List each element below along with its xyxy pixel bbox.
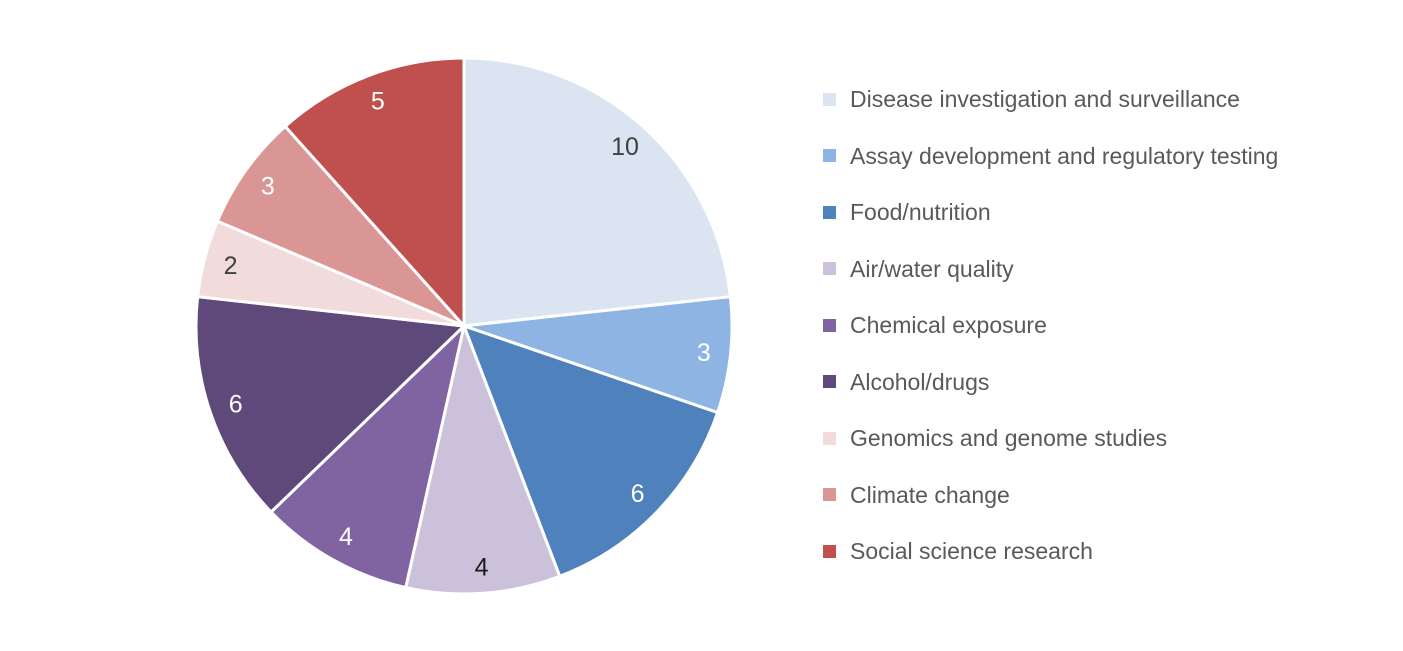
legend-item-genomics-and-genome-studies: Genomics and genome studies <box>823 424 1167 452</box>
pie-slice-chemical-exposure <box>269 324 466 590</box>
legend-item-chemical-exposure: Chemical exposure <box>823 311 1047 339</box>
legend-item-alcohol-drugs: Alcohol/drugs <box>823 368 989 396</box>
data-label-air-water-quality: 4 <box>475 553 489 581</box>
legend-item-air-water-quality: Air/water quality <box>823 255 1014 283</box>
legend-item-assay-development-and-regulatory-testing: Assay development and regulatory testing <box>823 142 1278 170</box>
legend-color-swatch <box>823 544 836 558</box>
legend-color-swatch <box>823 149 836 162</box>
legend-item-social-science-research: Social science research <box>823 537 1093 565</box>
data-label-genomics-and-genome-studies: 2 <box>224 252 238 280</box>
legend-color-swatch <box>823 262 836 275</box>
legend-label: Assay development and regulatory testing <box>850 142 1279 169</box>
legend-color-swatch <box>823 205 836 219</box>
pie-slice-air-water-quality <box>404 324 562 596</box>
legend-color-swatch <box>823 431 836 445</box>
legend-item-food-nutrition: Food/nutrition <box>823 198 991 226</box>
legend-item-climate-change: Climate change <box>823 481 1010 509</box>
legend-label: Alcohol/drugs <box>850 368 990 395</box>
pie-slice-disease-investigation-and-surveillance <box>462 56 732 328</box>
data-label-chemical-exposure: 4 <box>339 523 353 551</box>
legend-label: Social science research <box>850 538 1093 564</box>
data-label-social-science-research: 5 <box>371 87 385 115</box>
legend-label: Disease investigation and surveillance <box>850 86 1240 112</box>
data-label-assay-development-and-regulatory-testing: 3 <box>697 339 711 367</box>
pie-slice-assay-development-and-regulatory-testing <box>462 295 734 415</box>
legend-color-swatch <box>823 318 836 332</box>
legend-label: Genomics and genome studies <box>850 425 1168 451</box>
pie-slice-climate-change <box>215 124 466 328</box>
pie-slice-alcohol-drugs <box>194 295 466 514</box>
data-label-disease-investigation-and-surveillance: 10 <box>611 133 639 161</box>
legend-color-swatch <box>823 375 836 388</box>
legend-label: Food/nutrition <box>850 199 991 225</box>
legend-color-swatch <box>823 488 836 501</box>
data-label-food-nutrition: 6 <box>631 480 645 508</box>
pie-slice-food-nutrition <box>462 324 720 578</box>
legend-label: Air/water quality <box>850 255 1014 282</box>
legend-label: Climate change <box>850 481 1010 508</box>
legend-label: Chemical exposure <box>850 312 1047 338</box>
pie-slice-social-science-research <box>283 56 466 328</box>
legend-item-disease-investigation-and-surveillance: Disease investigation and surveillance <box>823 85 1240 113</box>
legend-color-swatch <box>823 92 836 106</box>
data-label-climate-change: 3 <box>261 172 275 200</box>
data-label-alcohol-drugs: 6 <box>229 391 243 419</box>
